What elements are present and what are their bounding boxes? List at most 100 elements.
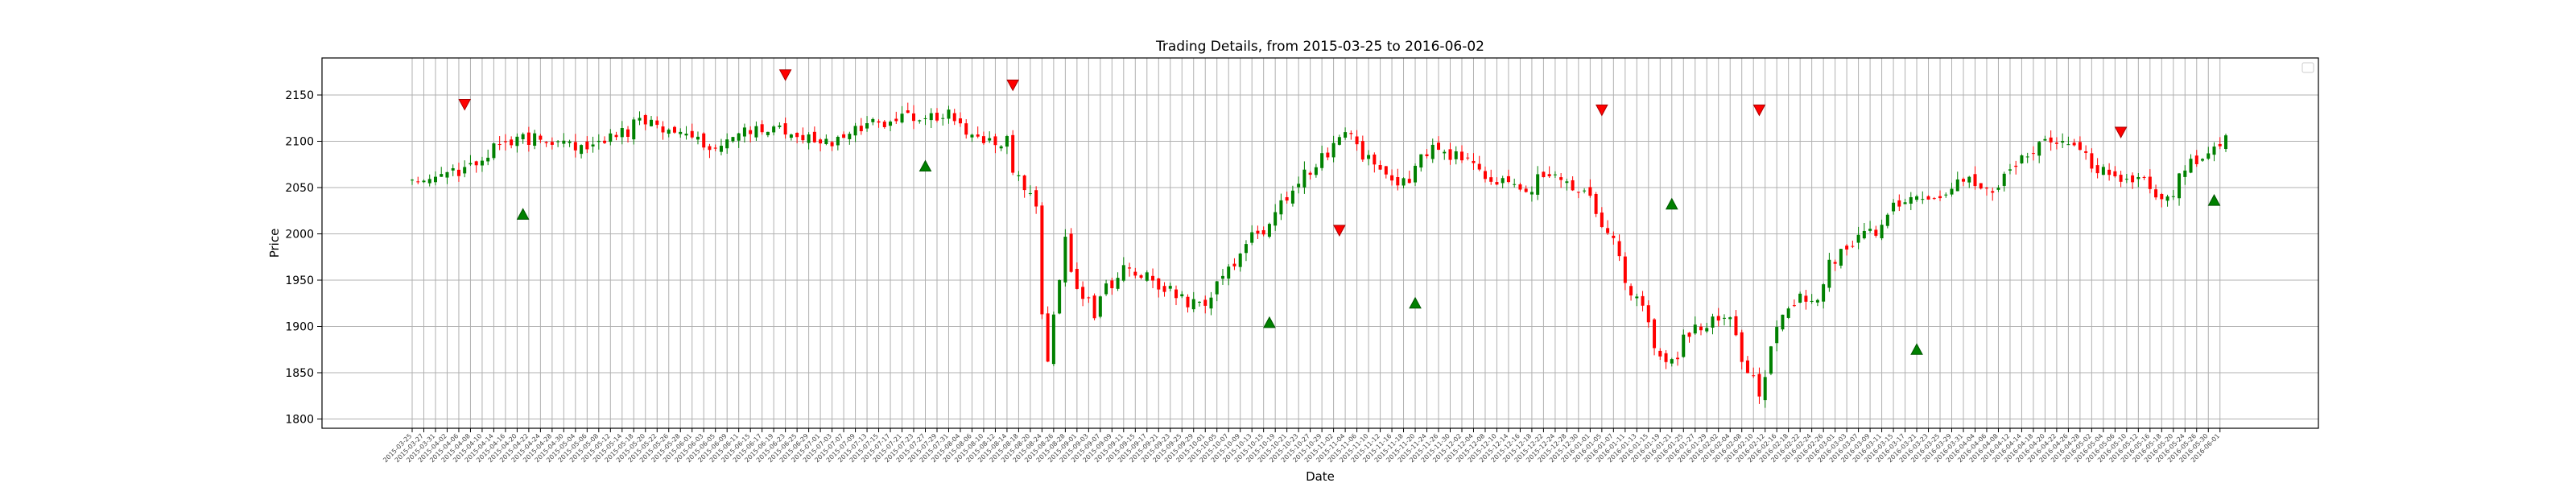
candle-down	[503, 141, 507, 142]
y-tick-label: 2000	[285, 229, 314, 242]
candle-up	[2066, 144, 2070, 146]
candle-up	[1921, 199, 1925, 200]
candle-up	[1815, 299, 1819, 303]
candle-down	[1483, 171, 1487, 180]
candle-up	[1180, 294, 1184, 297]
candle-down	[1495, 182, 1499, 185]
candle-down	[1203, 299, 1208, 306]
candle-down	[935, 113, 939, 121]
candle-down	[456, 169, 460, 176]
candle-up	[427, 179, 431, 184]
candle-up	[1769, 346, 1773, 374]
candle-down	[1378, 165, 1382, 170]
candle-down	[1699, 326, 1703, 331]
legend-box	[2301, 62, 2314, 73]
candle-down	[1991, 191, 1995, 193]
candle-up	[871, 118, 875, 122]
candle-up	[1058, 279, 1062, 314]
candle-up	[1430, 144, 1435, 159]
candle-down	[1606, 228, 1610, 233]
candle-up	[469, 163, 473, 165]
candle-down	[1407, 179, 1411, 184]
candle-down	[1745, 360, 1749, 374]
candle-down	[1559, 177, 1563, 180]
candle-up	[2165, 196, 2169, 201]
candle-up	[1513, 184, 1517, 185]
candle-down	[1261, 229, 1265, 235]
candle-up	[1583, 190, 1587, 192]
candle-up	[2020, 155, 2024, 163]
candle-down	[1897, 200, 1901, 207]
candle-down	[1833, 262, 1837, 264]
candle-up	[1670, 359, 1674, 364]
candle-down	[993, 136, 997, 146]
candle-down	[1600, 213, 1604, 227]
candle-down	[1617, 241, 1621, 257]
candle-down	[2078, 142, 2082, 151]
candle-down	[1081, 287, 1085, 299]
candle-down	[1466, 157, 1470, 159]
candle-up	[1209, 297, 1213, 309]
candle-up	[2002, 173, 2006, 186]
candle-up	[1290, 190, 1294, 204]
candle-up	[2171, 196, 2175, 197]
candle-down	[2154, 189, 2158, 198]
candle-down	[643, 115, 647, 125]
candle-up	[440, 174, 444, 177]
candle-down	[1938, 196, 1942, 199]
candle-down	[1186, 296, 1190, 308]
candle-down	[1588, 187, 1592, 196]
candle-down	[801, 134, 805, 141]
candle-up	[1274, 212, 1278, 226]
candle-down	[1360, 141, 1364, 160]
candle-up	[2043, 138, 2047, 141]
plot-frame	[321, 57, 2319, 429]
candle-down	[1162, 286, 1166, 292]
sell-signal-marker	[1596, 104, 1608, 117]
candle-down	[526, 132, 530, 145]
candle-down	[626, 129, 630, 137]
candle-down	[859, 126, 863, 131]
y-tick-label: 2050	[285, 182, 314, 195]
candle-up	[865, 123, 869, 129]
candle-down	[1151, 275, 1155, 281]
candle-down	[1629, 286, 1633, 295]
candle-down	[1425, 154, 1429, 157]
y-tick-label: 2150	[285, 89, 314, 102]
candle-down	[2113, 171, 2117, 176]
candle-down	[1962, 179, 1966, 182]
candle-down	[842, 134, 846, 138]
candle-down	[1792, 305, 1796, 307]
candle-up	[2124, 179, 2128, 180]
candle-up	[451, 167, 455, 171]
candle-down	[1973, 174, 1977, 187]
sell-signal-marker	[2114, 126, 2128, 139]
candle-up	[836, 136, 840, 146]
candle-down	[1308, 172, 1312, 175]
candle-down	[1489, 177, 1493, 182]
candle-up	[789, 134, 793, 138]
candle-down	[2014, 165, 2018, 167]
candle-down	[1658, 350, 1662, 357]
candle-up	[778, 125, 782, 127]
candle-down	[1011, 134, 1015, 173]
candle-up	[1402, 178, 1406, 186]
candle-down	[702, 133, 706, 148]
candle-down	[1716, 316, 1720, 321]
buy-signal-marker	[1665, 197, 1678, 210]
candle-up	[1414, 165, 1418, 183]
candle-up	[742, 127, 746, 137]
candle-down	[2160, 194, 2164, 200]
candle-up	[1903, 202, 1907, 204]
candle-down	[760, 124, 764, 133]
candle-up	[1051, 314, 1055, 365]
chart-title: Trading Details, from 2015-03-25 to 2016…	[1155, 39, 1484, 55]
candle-down	[1040, 205, 1044, 315]
candle-down	[1477, 163, 1481, 170]
candle-down	[894, 118, 898, 122]
y-tick-label: 1850	[285, 367, 314, 380]
candle-down	[672, 126, 676, 133]
candle-up	[947, 109, 951, 119]
candle-down	[830, 142, 834, 147]
candle-down	[1373, 154, 1377, 165]
